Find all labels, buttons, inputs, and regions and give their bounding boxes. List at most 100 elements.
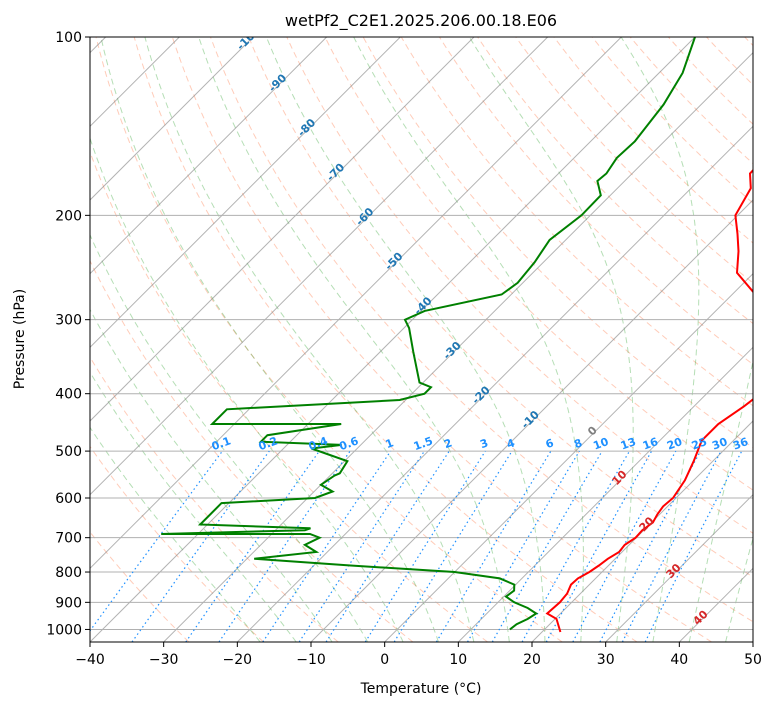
dry-adiabat — [668, 37, 753, 125]
dry-adiabat — [248, 37, 753, 578]
mixing-ratio-line — [572, 450, 677, 642]
mixing-ratio-label: 2 — [442, 436, 454, 451]
moist-adiabat — [620, 37, 700, 642]
x-tick-label: −30 — [149, 652, 179, 668]
plot-area: 0.1 0.2 0.4 0.6 1 1.5 2 3 4 6 8 10 13 16 20 25 30 36-100-… — [90, 37, 753, 642]
dry-adiabat — [210, 37, 753, 623]
dry-adiabat — [477, 37, 753, 325]
mixing-ratio-label: 8 — [572, 436, 584, 451]
x-tick-label: 20 — [523, 652, 541, 668]
isotherm-label: 40 — [691, 607, 711, 627]
dry-adiabat — [133, 37, 638, 642]
dry-adiabat — [706, 37, 753, 86]
dry-adiabat — [515, 37, 753, 284]
moist-adiabat — [198, 37, 510, 642]
isotherm-label: -80 — [295, 116, 318, 139]
mixing-ratio-line — [325, 450, 450, 642]
dry-adiabat — [553, 37, 753, 244]
mixing-ratio-label: 6 — [544, 436, 556, 451]
moist-adiabat — [468, 37, 634, 642]
dry-adiabat — [629, 37, 753, 165]
mixing-ratio-line — [298, 450, 425, 642]
mixing-ratio-label: 0.4 — [307, 434, 330, 453]
isotherm-line — [384, 272, 753, 642]
moist-adiabat — [265, 37, 546, 642]
dry-adiabat — [171, 37, 712, 642]
y-tick-label: 200 — [55, 208, 82, 224]
y-tick-label: 300 — [55, 313, 82, 329]
mixing-ratio-label: 36 — [731, 435, 750, 453]
isotherm-line — [605, 493, 753, 642]
moist-adiabat — [725, 536, 753, 642]
y-tick-label: 500 — [55, 444, 82, 460]
dry-adiabat — [90, 150, 488, 642]
mixing-ratio-label: 25 — [690, 435, 709, 452]
mixing-ratio-line — [364, 450, 486, 642]
isotherm-label: 20 — [637, 514, 657, 534]
mixing-ratio-label: 3 — [478, 436, 490, 451]
mixing-ratio-line — [521, 450, 631, 642]
x-tick-label: 0 — [380, 652, 389, 668]
series-layer — [161, 37, 753, 633]
isotherm-line — [90, 37, 475, 422]
mixing-ratio-label: 0.6 — [338, 434, 361, 453]
isotherm-label: -40 — [411, 294, 434, 317]
mixing-ratio-line — [435, 450, 552, 642]
isotherm-line — [90, 37, 401, 349]
isotherm-line — [457, 346, 753, 642]
mixing-ratio-line — [466, 450, 580, 642]
moist-adiabat — [144, 37, 475, 642]
x-tick-label: 30 — [597, 652, 615, 668]
isotherm-label: -50 — [382, 250, 405, 273]
mixing-ratio-line — [185, 450, 320, 642]
isotherm-line — [90, 37, 549, 496]
dry-adiabat — [95, 37, 563, 642]
grid-layer — [90, 37, 753, 642]
isotherm-label: -90 — [266, 71, 289, 94]
mixing-ratio-label: 30 — [710, 435, 729, 453]
dry-adiabat — [90, 356, 339, 642]
isotherm-label: 0 — [585, 424, 600, 439]
isotherm-line — [531, 420, 753, 642]
moist-adiabat — [90, 426, 261, 642]
x-tick-label: 50 — [744, 652, 762, 668]
mixing-ratio-label: 1 — [384, 436, 396, 451]
x-tick-label: 10 — [449, 652, 467, 668]
moist-adiabat — [90, 136, 404, 642]
isotherm-label: -20 — [470, 383, 493, 406]
dry-adiabat — [324, 37, 753, 491]
mixing-ratio-line — [90, 450, 223, 632]
chart-title: wetPf2_C2E1.2025.206.00.18.E06 — [285, 11, 557, 31]
y-tick-label: 1000 — [46, 622, 82, 638]
isotherm-label: -10 — [519, 408, 542, 431]
dry-adiabat — [438, 37, 753, 365]
mixing-ratio-label: 0.1 — [210, 434, 233, 453]
moist-adiabat — [90, 308, 333, 642]
plot-frame — [89, 36, 754, 643]
line-label-layer: 0.1 0.2 0.4 0.6 1 1.5 2 3 4 6 8 10 13 16 20 25 30 36-100-… — [210, 37, 751, 628]
dry-adiabat — [400, 37, 753, 407]
mixing-ratio-label: 1.5 — [412, 434, 435, 453]
mixing-ratio-line — [218, 450, 351, 642]
isotherm-line — [752, 641, 753, 642]
moist-adiabat — [688, 358, 753, 642]
isotherm-line — [90, 37, 328, 275]
axis-ticks: −40 −30 −20 −10 0 10 20 30 40 5010020030040050060… — [46, 30, 762, 668]
isotherm-line — [310, 199, 753, 642]
isotherm-label: 30 — [664, 561, 684, 581]
dry-adiabat — [90, 531, 190, 642]
mixing-ratio-label: 16 — [641, 435, 660, 453]
moist-adiabat — [90, 371, 297, 642]
y-tick-label: 600 — [55, 491, 82, 507]
mixing-ratio-label: 10 — [591, 435, 610, 453]
y-tick-label: 800 — [55, 565, 82, 581]
y-tick-label: 700 — [55, 531, 82, 547]
x-axis-title: Temperature (°C) — [360, 681, 482, 697]
moist-adiabat — [90, 233, 369, 642]
x-tick-label: −40 — [75, 652, 105, 668]
isotherm-line — [236, 125, 753, 642]
dry-adiabat — [591, 37, 753, 204]
x-tick-label: −10 — [296, 652, 326, 668]
mixing-ratio-label: 0.2 — [257, 434, 280, 453]
